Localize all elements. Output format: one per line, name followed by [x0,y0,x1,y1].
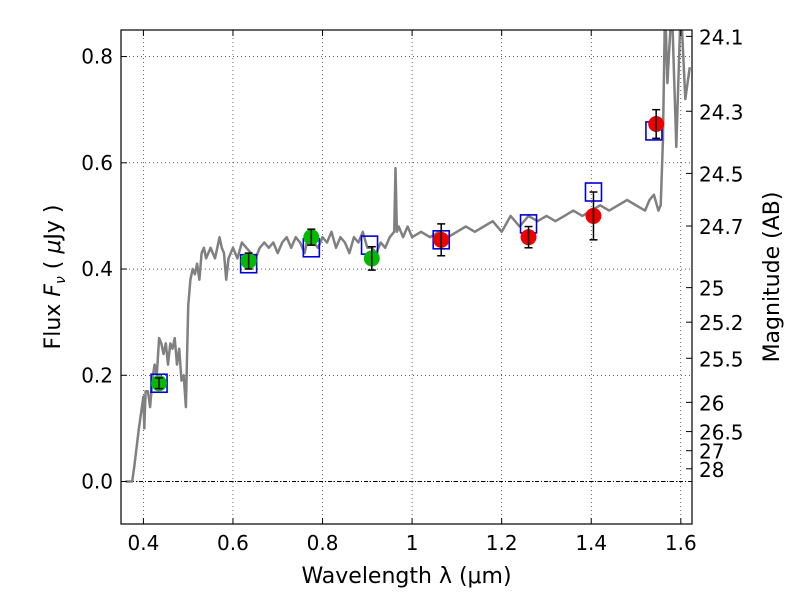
y-tick-label: 0.4 [81,257,113,281]
y2-tick-label: 26 [699,391,724,415]
x-tick-label: 1.6 [665,531,697,555]
y-tick-label: 0.2 [81,363,113,387]
y2-axis-label: Magnitude (AB) [760,192,785,363]
y2-tick-label: 24.5 [699,162,744,186]
x-tick-label: 1 [406,531,419,555]
y2-tick-label: 24.3 [699,100,744,124]
x-tick-label: 0.4 [127,531,159,555]
y2-tick-label: 24.1 [699,25,744,49]
y-tick-label: 0.8 [81,45,113,69]
plot-frame [120,29,693,525]
y2-tick-label: 25 [699,277,724,301]
x-tick-label: 1.4 [575,531,607,555]
x-tick-label: 0.6 [217,531,249,555]
y2-tick-label: 25.2 [699,311,744,335]
y-axis-label: Flux Fν ( μJy ) [41,205,69,350]
y-tick-label: 0.6 [81,151,113,175]
y2-tick-label: 26.5 [699,421,744,445]
data-marks [125,30,692,483]
axis-ticks: 0.4 0.6 0.8 1 1.2 1.4 1.6 0.0 0.2 0.4 0.6 0.8 24.1 24… [81,25,743,555]
y-tick-label: 0.0 [81,470,113,494]
x-tick-label: 1.2 [486,531,518,555]
y2-tick-label: 27 [699,440,724,464]
plot-area [121,30,692,524]
x-tick-label: 0.8 [307,531,339,555]
x-axis-label: Wavelength λ (μm) [301,564,511,589]
y2-tick-label: 28 [699,458,724,482]
y2-tick-label: 24.7 [699,215,744,239]
y2-tick-label: 25.5 [699,347,744,371]
